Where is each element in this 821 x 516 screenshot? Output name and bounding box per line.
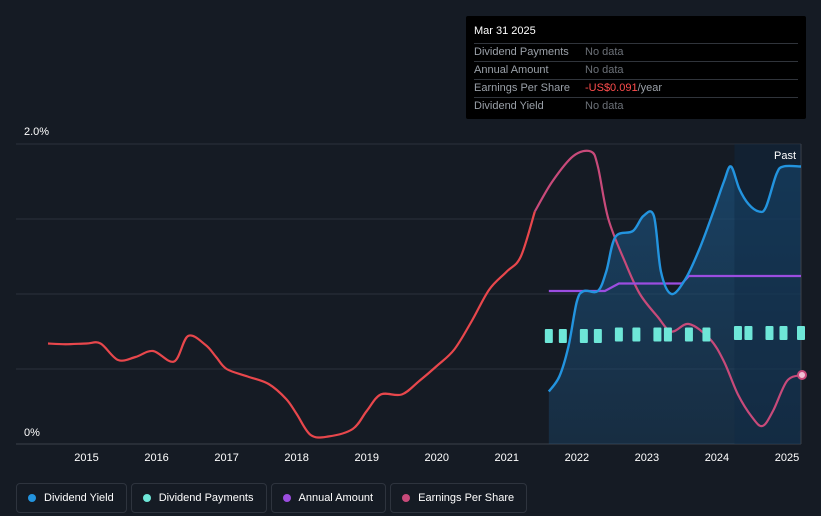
legend-label: Dividend Yield bbox=[44, 492, 114, 504]
past-region-overlay bbox=[734, 144, 801, 444]
x-tick-label: 2023 bbox=[635, 452, 659, 464]
x-axis-ticks: 2015 2016 2017 2018 2019 2020 2021 2022 2023 2024… bbox=[74, 452, 799, 464]
payment-markers bbox=[544, 326, 805, 343]
dividend-yield-line bbox=[547, 164, 802, 393]
dividend-payment-marker bbox=[632, 327, 641, 342]
tooltip-value: No data bbox=[585, 46, 624, 58]
legend-label: Annual Amount bbox=[298, 492, 374, 504]
x-tick-label: 2017 bbox=[214, 452, 238, 464]
dividend-payment-marker bbox=[614, 327, 623, 342]
tooltip-row-eps: Earnings Per Share -US$0.091/year bbox=[474, 79, 798, 97]
tooltip-value: No data bbox=[585, 100, 624, 112]
dividend-payment-marker bbox=[653, 327, 662, 342]
x-tick-label: 2021 bbox=[495, 452, 519, 464]
tooltip-value: -US$0.091 bbox=[585, 82, 638, 94]
dividend-payment-marker bbox=[744, 326, 753, 340]
dividend-payment-marker bbox=[593, 329, 602, 343]
x-tick-label: 2020 bbox=[425, 452, 449, 464]
legend-dot-icon bbox=[282, 494, 291, 502]
legend-dot-icon bbox=[142, 494, 151, 502]
tooltip-panel: Mar 31 2025 Dividend Payments No data An… bbox=[466, 16, 806, 119]
x-tick-label: 2015 bbox=[74, 452, 98, 464]
eps-line-early bbox=[47, 211, 536, 439]
legend-label: Earnings Per Share bbox=[418, 492, 515, 504]
tooltip-row-annual-amount: Annual Amount No data bbox=[474, 61, 798, 79]
eps-end-marker bbox=[797, 370, 807, 380]
dividend-payment-marker bbox=[544, 329, 553, 343]
x-tick-label: 2019 bbox=[354, 452, 378, 464]
legend-dot-icon bbox=[402, 494, 411, 502]
tooltip-key: Annual Amount bbox=[474, 64, 549, 76]
legend-dot-icon bbox=[28, 494, 36, 502]
dividend-payment-marker bbox=[663, 327, 672, 342]
dividend-payment-marker bbox=[558, 329, 567, 343]
dividend-payment-marker bbox=[684, 327, 693, 342]
x-tick-label: 2022 bbox=[565, 452, 589, 464]
dividend-payment-marker bbox=[733, 326, 742, 340]
legend-earnings-per-share[interactable]: Earnings Per Share bbox=[390, 483, 528, 513]
tooltip-unit: /year bbox=[637, 82, 663, 94]
x-tick-label: 2016 bbox=[144, 452, 168, 464]
tooltip-key: Dividend Payments bbox=[474, 46, 569, 58]
yield-area bbox=[548, 165, 801, 444]
dividend-payment-marker bbox=[765, 326, 774, 340]
dividend-payment-marker bbox=[579, 329, 588, 343]
x-tick-label: 2025 bbox=[775, 452, 799, 464]
dividend-payment-marker bbox=[779, 326, 788, 340]
legend-dividend-yield[interactable]: Dividend Yield bbox=[16, 483, 127, 513]
past-label: Past bbox=[774, 150, 797, 162]
tooltip-key: Dividend Yield bbox=[474, 100, 544, 112]
tooltip-date: Mar 31 2025 bbox=[474, 25, 536, 37]
legend: Dividend Yield Dividend Payments Annual … bbox=[16, 483, 528, 515]
dividend-payment-marker bbox=[797, 326, 805, 340]
y-axis-top-label: 2.0% bbox=[24, 126, 50, 138]
x-tick-label: 2018 bbox=[284, 452, 308, 464]
legend-dividend-payments[interactable]: Dividend Payments bbox=[130, 483, 267, 513]
y-axis-bottom-label: 0% bbox=[24, 427, 40, 439]
past-region bbox=[734, 144, 802, 444]
tooltip-value: No data bbox=[585, 64, 624, 76]
legend-label: Dividend Payments bbox=[158, 492, 254, 504]
yield-area-fill bbox=[548, 165, 801, 444]
x-tick-label: 2024 bbox=[705, 452, 729, 464]
tooltip-key: Earnings Per Share bbox=[474, 82, 570, 94]
tooltip-row-dividend-yield: Dividend Yield No data bbox=[474, 97, 798, 115]
tooltip-row-dividend-payments: Dividend Payments No data bbox=[474, 43, 798, 61]
dividend-payment-marker bbox=[702, 327, 711, 342]
legend-annual-amount[interactable]: Annual Amount bbox=[270, 483, 387, 513]
